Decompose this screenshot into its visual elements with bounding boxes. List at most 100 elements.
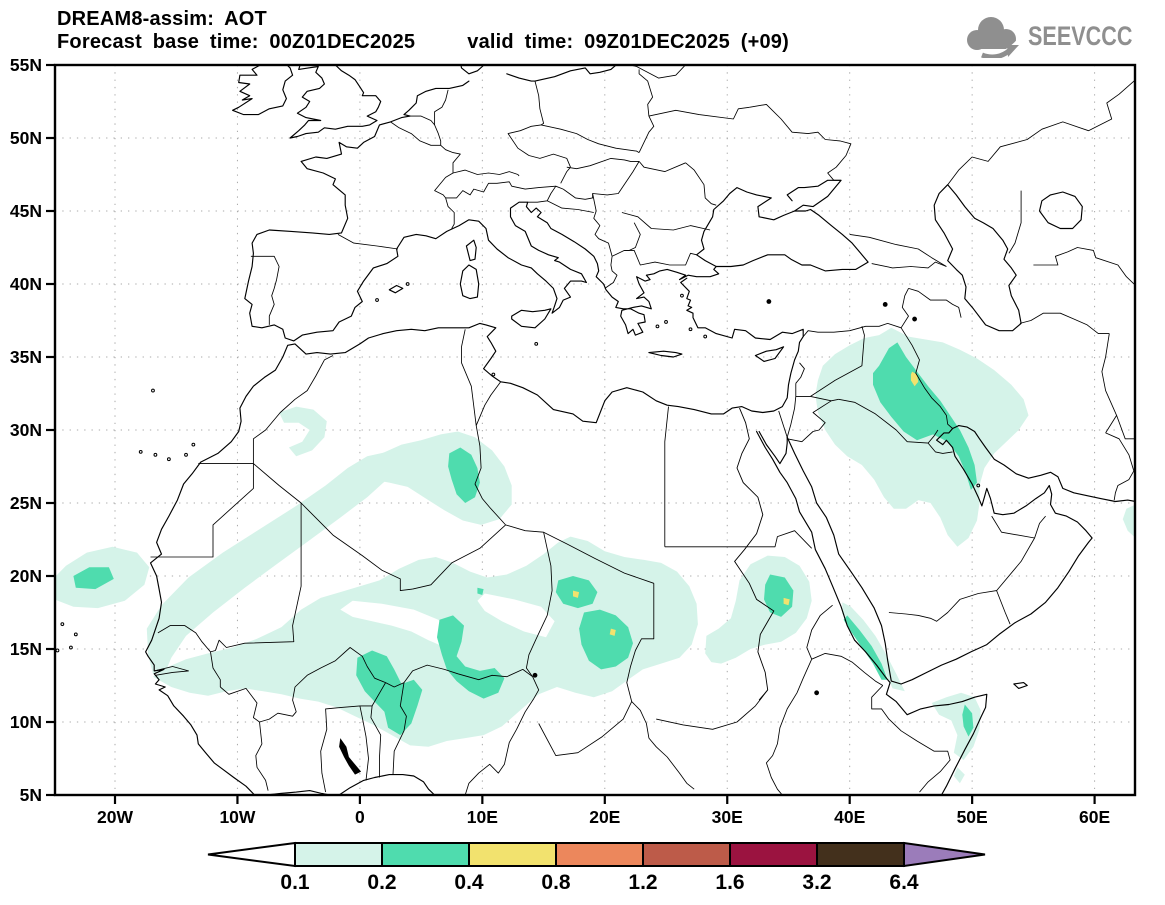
country-border [1033,247,1135,286]
country-border [547,200,594,213]
legend-box [294,842,383,867]
lat-label: 35N [10,347,42,367]
lake-dot [882,302,888,307]
coastline [786,179,842,212]
coastline [786,425,1093,685]
country-border [1101,333,1118,434]
lat-label: 40N [10,274,42,294]
aot-region-redsea-core [843,615,888,680]
lake-dot [912,316,917,322]
lake-dot [532,672,538,678]
lake-dot [766,299,772,304]
country-border [664,530,813,549]
aot-region-sudan-max [783,597,790,606]
country-border [210,651,221,687]
lat-label: 30N [10,420,42,440]
country-border [390,121,461,229]
country-border [534,80,545,126]
country-border [685,162,717,206]
country-border [434,89,449,125]
country-border [795,362,805,384]
country-border [838,398,953,454]
country-border [507,124,542,156]
lon-label: 60E [1079,807,1110,827]
country-border [638,161,686,173]
country-border [464,676,540,795]
aot-region-central-algeria-blob [364,431,512,525]
lon-label: 20W [97,807,133,827]
country-border [806,604,833,660]
small-island-dot [680,293,684,298]
lat-label: 10N [10,712,42,732]
coastline [958,425,1135,503]
country-border [210,503,302,653]
country-border [621,212,711,231]
country-border [392,682,407,775]
country-border [849,233,947,267]
island-coastline [754,346,785,362]
lat-label: 50N [10,128,42,148]
seevccc-logo: SEEVCCC [960,14,1159,58]
country-border [1008,190,1022,254]
country-border [908,287,962,318]
country-border [525,532,553,677]
coastline [266,790,330,795]
country-border [403,664,533,683]
lon-label: 40E [834,807,865,827]
country-border [250,255,280,325]
aot-region-nigeria-chad-core [437,615,505,699]
legend-value: 1.6 [715,871,744,894]
lat-label: 55N [10,55,42,75]
coastline [289,65,382,139]
coastline [232,65,294,116]
country-border [947,79,1135,185]
country-border [560,166,571,184]
island-coastline [388,284,404,294]
country-border [624,222,641,251]
aot-region-algeria-core [448,447,480,503]
lat-label: 45N [10,201,42,221]
small-island-dot [73,632,78,637]
aot-region-niger-speck [477,587,484,595]
country-border [541,124,640,153]
small-island-dot [153,452,158,457]
aot-region-burkina-benin-core [356,650,423,736]
aot-region-iraq-gulf-core [873,342,977,490]
country-border [626,583,695,790]
legend-box [642,842,731,867]
lat-label: 5N [20,785,42,805]
country-border [412,524,506,590]
lake [339,738,362,775]
country-border [888,590,1011,625]
small-island-dot [69,645,73,650]
coastline [244,80,720,342]
small-island-dot [664,320,668,324]
country-border [157,625,211,653]
lon-label: 30E [712,807,743,827]
coastline [696,187,869,272]
country-border [252,355,334,464]
lat-label: 15N [10,639,42,659]
country-border [656,689,769,730]
lat-label: 25N [10,493,42,513]
legend-box [381,842,470,867]
small-island-dot [184,452,188,457]
aot-region-atlantic-core [73,567,114,590]
legend-value: 0.4 [454,871,484,894]
legend-arrow-below-min [207,841,296,868]
country-border [611,249,697,266]
aot-region-sudan-core [764,574,794,617]
country-border [638,69,655,153]
country-border [259,647,405,723]
country-border [592,193,613,257]
island-coastline [511,308,552,329]
small-island-dot [491,372,496,377]
country-border [452,169,520,177]
coastline [758,430,788,465]
valid-time: valid time: 09Z01DEC2025 (+09) [467,31,789,53]
country-border [527,185,564,203]
lake-dot [814,690,820,696]
coastline [145,277,804,795]
small-island-dot [976,483,981,488]
country-border [461,329,477,426]
